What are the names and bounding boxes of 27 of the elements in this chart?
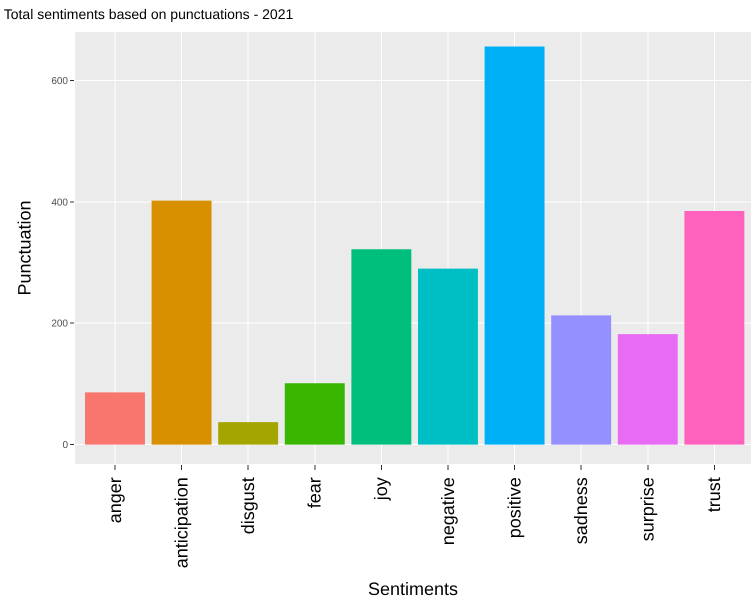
- bar: [484, 46, 545, 445]
- x-tick-label: anticipation: [171, 477, 192, 568]
- x-tick-label: anger: [104, 477, 125, 524]
- bar: [618, 334, 678, 445]
- x-tick-label: trust: [704, 477, 724, 512]
- bar: [551, 315, 612, 445]
- x-tick-label: negative: [438, 477, 458, 546]
- y-tick-label: 200: [51, 318, 68, 330]
- x-tick-label: disgust: [238, 477, 258, 534]
- bar: [218, 422, 278, 445]
- x-tick-label: surprise: [638, 477, 658, 542]
- bar: [284, 383, 345, 445]
- bar: [84, 392, 145, 445]
- bar: [684, 210, 744, 445]
- x-tick-label: sadness: [571, 477, 592, 544]
- bar: [418, 268, 478, 445]
- x-tick-label: joy: [371, 477, 392, 502]
- y-tick-label: 0: [62, 440, 68, 452]
- bar: [351, 249, 412, 445]
- y-tick-label: 400: [51, 197, 68, 208]
- bar: [152, 200, 212, 445]
- x-tick-label: fear: [304, 477, 325, 508]
- y-axis-title: Punctuation: [14, 200, 35, 296]
- x-axis-title: Sentiments: [368, 579, 458, 599]
- x-tick-label: positive: [504, 477, 524, 538]
- y-tick-label: 600: [51, 76, 68, 88]
- chart-title: Total sentiments based on punctuations - 2021: [4, 6, 294, 22]
